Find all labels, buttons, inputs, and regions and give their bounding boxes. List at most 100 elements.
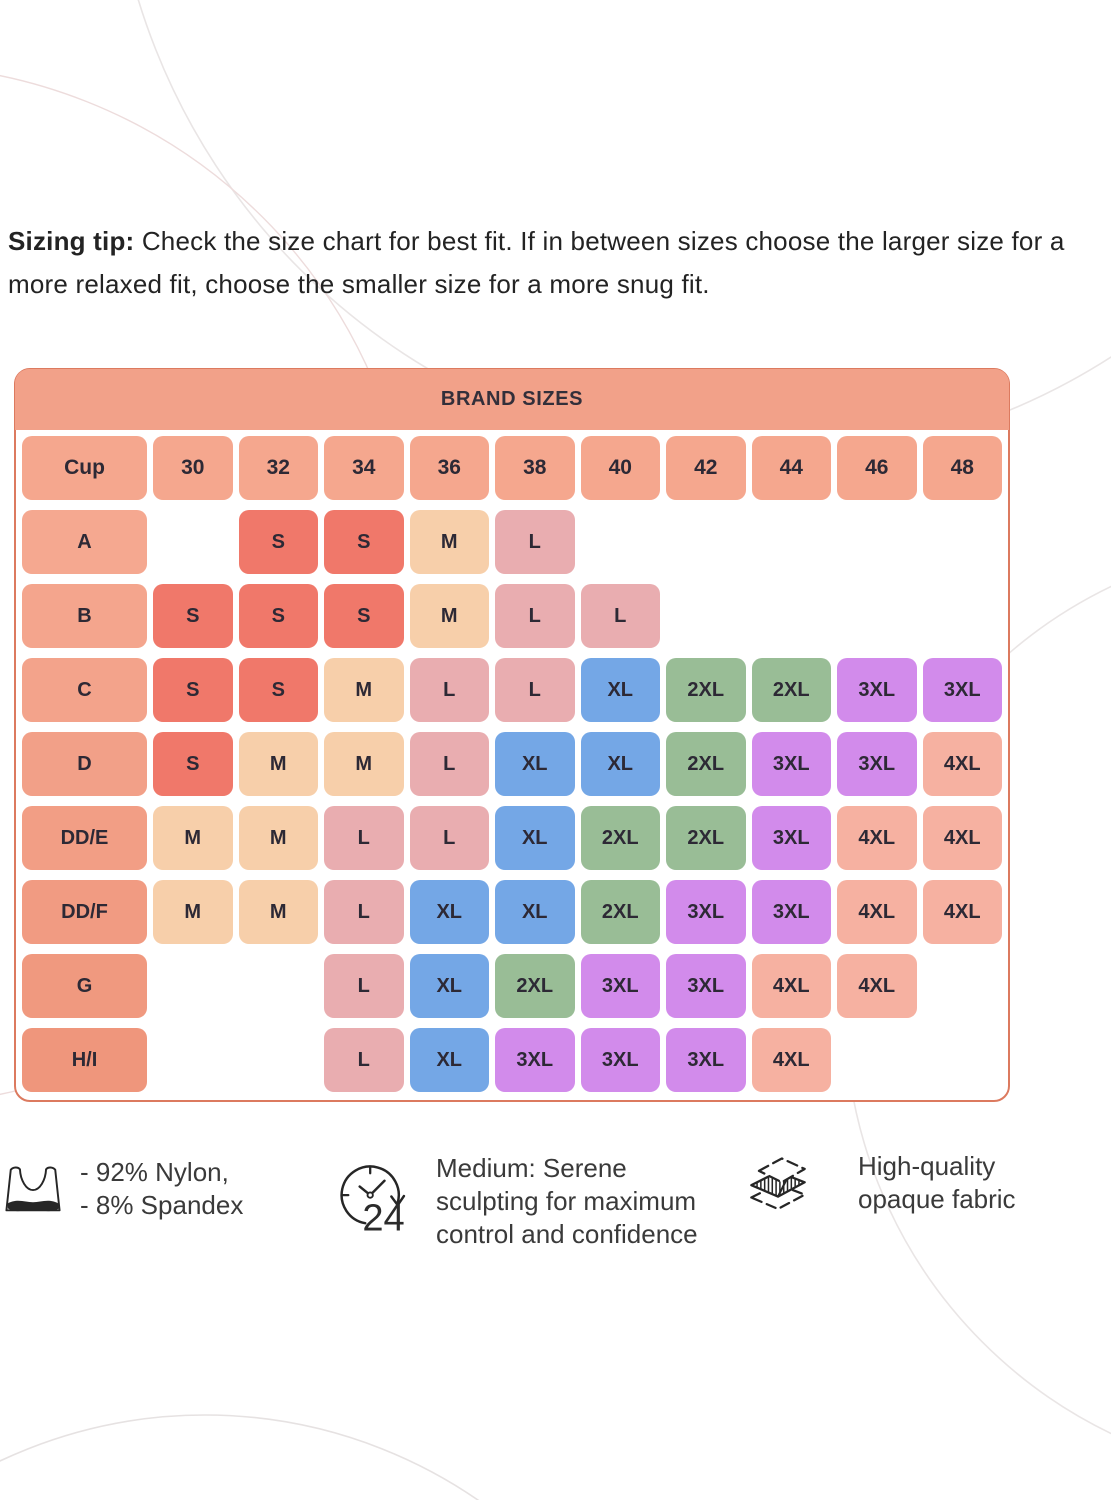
size-cell: L xyxy=(580,584,660,648)
cup-row-label: G xyxy=(22,954,147,1018)
empty-cell xyxy=(837,1028,917,1092)
size-cell: M xyxy=(409,584,489,648)
band-size-header: 30 xyxy=(153,436,233,500)
sizing-tip-label: Sizing tip: xyxy=(8,226,135,256)
empty-cell xyxy=(239,954,319,1018)
band-size-header: 38 xyxy=(495,436,575,500)
size-cell: L xyxy=(324,1028,404,1092)
size-cell: XL xyxy=(409,954,489,1018)
band-size-header: 40 xyxy=(580,436,660,500)
sizing-tip: Sizing tip: Check the size chart for bes… xyxy=(8,220,1108,306)
size-cell: M xyxy=(324,658,404,722)
cup-row-label: H/I xyxy=(22,1028,147,1092)
size-cell: 2XL xyxy=(666,806,746,870)
empty-cell xyxy=(239,1028,319,1092)
size-cell: M xyxy=(409,510,489,574)
feature-item-control-level: 24 Medium: Serene sculpting for maximum co… xyxy=(334,1152,698,1251)
cup-row-label: C xyxy=(22,658,147,722)
size-cell: 3XL xyxy=(580,1028,660,1092)
size-cell: S xyxy=(324,584,404,648)
feature-item-fabric-composition: - 92% Nylon, - 8% Spandex xyxy=(4,1156,243,1222)
size-cell: 2XL xyxy=(666,732,746,796)
empty-cell xyxy=(153,1028,233,1092)
size-cell: XL xyxy=(580,732,660,796)
feature-text-line: control and confidence xyxy=(436,1219,698,1249)
cup-row-label: D xyxy=(22,732,147,796)
feature-text-line: - 92% Nylon, xyxy=(80,1157,229,1187)
clock-24-icon: 24 xyxy=(334,1156,414,1238)
size-cell: S xyxy=(238,510,318,574)
size-cell: XL xyxy=(495,806,575,870)
size-cell: M xyxy=(238,732,318,796)
band-size-header: 36 xyxy=(409,436,489,500)
empty-cell xyxy=(837,510,917,574)
band-size-header: 48 xyxy=(922,436,1002,500)
size-cell: S xyxy=(153,658,233,722)
band-size-header: 42 xyxy=(666,436,746,500)
empty-cell xyxy=(153,510,233,574)
feature-text-line: sculpting for maximum xyxy=(436,1186,697,1216)
size-cell: L xyxy=(409,658,489,722)
size-cell: 4XL xyxy=(922,880,1002,944)
feature-text: - 92% Nylon, - 8% Spandex xyxy=(80,1156,243,1222)
size-cell: L xyxy=(324,954,404,1018)
cup-row-label: DD/E xyxy=(22,806,147,870)
size-cell: L xyxy=(324,880,404,944)
size-cell: M xyxy=(153,806,233,870)
empty-cell xyxy=(752,510,832,574)
size-cell: XL xyxy=(409,880,489,944)
empty-cell xyxy=(923,584,1003,648)
size-cell: S xyxy=(324,510,404,574)
size-cell: 3XL xyxy=(495,1028,575,1092)
size-cell: M xyxy=(324,732,404,796)
feature-text: Medium: Serene sculpting for maximum contr… xyxy=(436,1152,698,1251)
size-cell: S xyxy=(153,732,233,796)
size-cell: XL xyxy=(409,1028,489,1092)
size-cell: L xyxy=(409,732,489,796)
size-cell: L xyxy=(324,806,404,870)
size-cell: 3XL xyxy=(837,658,917,722)
size-cell: 4XL xyxy=(751,954,831,1018)
band-size-header: 32 xyxy=(238,436,318,500)
band-size-header: 34 xyxy=(324,436,404,500)
size-cell: 3XL xyxy=(580,954,660,1018)
size-cell: L xyxy=(495,584,575,648)
size-cell: S xyxy=(238,584,318,648)
empty-cell xyxy=(923,954,1003,1018)
feature-text-line: Medium: Serene xyxy=(436,1153,627,1183)
clock-24-label: 24 xyxy=(362,1197,404,1238)
size-cell: 3XL xyxy=(751,732,831,796)
size-cell: 3XL xyxy=(666,1028,746,1092)
size-cell: 2XL xyxy=(666,658,746,722)
size-cell: 2XL xyxy=(751,658,831,722)
band-size-header: 44 xyxy=(751,436,831,500)
size-cell: 2XL xyxy=(580,880,660,944)
cup-row-label: A xyxy=(22,510,147,574)
brand-sizes-title: BRAND SIZES xyxy=(440,388,584,410)
size-cell: XL xyxy=(495,732,575,796)
cup-row-label: DD/F xyxy=(22,880,147,944)
size-cell: M xyxy=(153,880,233,944)
size-cell: 3XL xyxy=(751,880,831,944)
cup-column-header: Cup xyxy=(22,436,147,500)
size-cell: 4XL xyxy=(751,1028,831,1092)
feature-text: High-quality opaque fabric xyxy=(858,1150,1016,1216)
size-cell: 4XL xyxy=(922,732,1002,796)
empty-cell xyxy=(666,584,746,648)
size-chart-card: BRAND SIZES Cup 30 32 34 36 38 40 42 44 46 48 A S S M L… xyxy=(14,368,1010,1102)
size-cell: 4XL xyxy=(837,954,917,1018)
brand-sizes-header: BRAND SIZES xyxy=(15,369,1009,430)
size-cell: 2XL xyxy=(580,806,660,870)
fabric-layers-icon xyxy=(738,1152,818,1224)
empty-cell xyxy=(837,584,917,648)
size-cell: M xyxy=(238,880,318,944)
size-cell: 3XL xyxy=(837,732,917,796)
size-cell: M xyxy=(238,806,318,870)
band-size-header: 46 xyxy=(837,436,917,500)
size-cell: 4XL xyxy=(837,806,917,870)
size-cell: 3XL xyxy=(666,954,746,1018)
empty-cell xyxy=(752,584,832,648)
size-cell: XL xyxy=(495,880,575,944)
size-cell: 4XL xyxy=(922,806,1002,870)
size-cell: 3XL xyxy=(751,806,831,870)
